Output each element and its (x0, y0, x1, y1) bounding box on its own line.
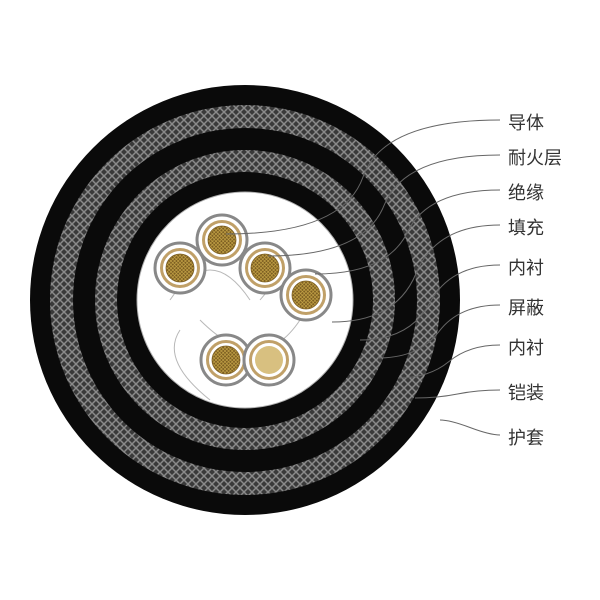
label-filler: 填充 (508, 214, 544, 240)
core-5 (244, 335, 294, 385)
core-3 (155, 243, 205, 293)
label-fire_layer: 耐火层 (508, 144, 562, 170)
label-inner1: 内衬 (508, 334, 544, 360)
label-insulation: 绝缘 (508, 179, 544, 205)
label-shield: 屏蔽 (508, 294, 544, 320)
core-0 (197, 215, 247, 265)
label-inner2: 内衬 (508, 254, 544, 280)
core-2 (281, 270, 331, 320)
label-armor: 铠装 (508, 379, 544, 405)
label-sheath: 护套 (508, 424, 544, 450)
label-conductor: 导体 (508, 109, 544, 135)
